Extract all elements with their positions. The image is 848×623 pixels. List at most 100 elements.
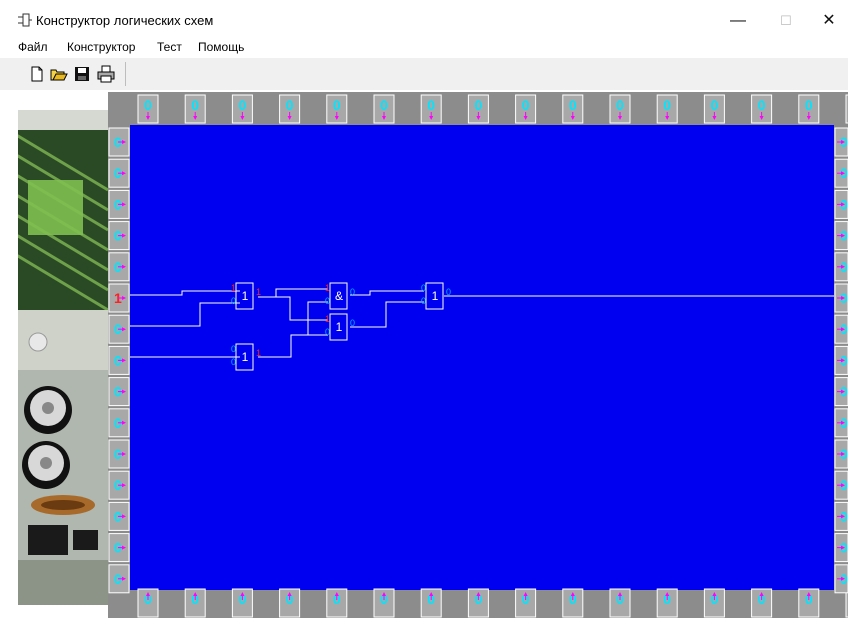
left-input-pin[interactable]: 0	[108, 252, 130, 282]
left-input-pin[interactable]: 0	[108, 221, 130, 251]
right-output-pin[interactable]: 0	[834, 189, 848, 219]
right-output-pin[interactable]: 0	[834, 377, 848, 407]
pin-arrow-icon	[287, 112, 292, 120]
top-pin[interactable]: 0	[373, 94, 395, 124]
right-output-pin[interactable]: 0	[834, 283, 848, 313]
pin-arrow-icon	[837, 514, 845, 519]
gate-input-a-value: 1	[325, 314, 330, 324]
close-button[interactable]: ✕	[822, 12, 836, 29]
pin-arrow-icon	[570, 112, 575, 120]
top-pin[interactable]: 0	[751, 94, 773, 124]
right-output-pin[interactable]: 0	[834, 221, 848, 251]
pin-arrow-icon	[118, 358, 126, 363]
bottom-pin[interactable]: 0	[326, 588, 348, 618]
pin-arrow-icon	[118, 576, 126, 581]
bottom-pin[interactable]: 0	[798, 588, 820, 618]
bottom-pin[interactable]: 0	[184, 588, 206, 618]
right-output-pin[interactable]: 0	[834, 314, 848, 344]
bottom-pin[interactable]: 0	[467, 588, 489, 618]
menu-test[interactable]: Тест	[157, 40, 182, 54]
pin-arrow-icon	[712, 112, 717, 120]
top-pin[interactable]: 0	[279, 94, 301, 124]
pin-arrow-icon	[118, 420, 126, 425]
left-input-pin[interactable]: 0	[108, 189, 130, 219]
left-input-pin[interactable]: 0	[108, 127, 130, 157]
left-input-pin[interactable]: 0	[108, 314, 130, 344]
menu-constructor[interactable]: Конструктор	[67, 40, 136, 54]
minimize-button[interactable]: —	[730, 12, 746, 29]
top-pin[interactable]: 0	[467, 94, 489, 124]
left-input-pin[interactable]: 0	[108, 501, 130, 531]
right-output-pin[interactable]: 0	[834, 345, 848, 375]
right-output-pin[interactable]: 0	[834, 408, 848, 438]
pin-arrow-icon	[806, 592, 811, 600]
left-input-pin[interactable]: 0	[108, 158, 130, 188]
pin-arrow-icon	[476, 592, 481, 600]
left-input-pin[interactable]: 0	[108, 439, 130, 469]
top-pin[interactable]: 0	[562, 94, 584, 124]
and-gate[interactable]: &1 0 0	[325, 282, 355, 310]
top-pin[interactable]: 0	[845, 94, 848, 124]
save-disk-icon[interactable]	[73, 65, 91, 83]
gate-output-value: 0	[350, 287, 355, 297]
pin-value: 0	[239, 97, 247, 113]
gate-label: &	[335, 289, 343, 303]
pin-arrow-icon	[806, 112, 811, 120]
bottom-pin[interactable]: 0	[609, 588, 631, 618]
right-output-pin[interactable]: 0	[834, 127, 848, 157]
maximize-button[interactable]: ☐	[780, 13, 792, 28]
menu-file[interactable]: Файл	[18, 40, 48, 54]
left-input-pin[interactable]: 0	[108, 345, 130, 375]
open-folder-icon[interactable]	[50, 65, 68, 83]
left-input-pin[interactable]: 0	[108, 564, 130, 594]
bottom-pin[interactable]: 0	[231, 588, 253, 618]
bottom-pin[interactable]: 0	[279, 588, 301, 618]
left-input-pin[interactable]: 0	[108, 408, 130, 438]
bottom-pin[interactable]: 0	[562, 588, 584, 618]
right-output-pin[interactable]: 0	[834, 533, 848, 563]
new-document-icon[interactable]	[28, 65, 46, 83]
top-pin[interactable]: 0	[137, 94, 159, 124]
pin-arrow-icon	[665, 592, 670, 600]
pin-arrow-icon	[118, 296, 126, 300]
pin-arrow-icon	[665, 112, 670, 120]
bottom-pin[interactable]: 0	[656, 588, 678, 618]
top-pin[interactable]: 0	[326, 94, 348, 124]
top-pin[interactable]: 0	[798, 94, 820, 124]
right-output-pin[interactable]: 0	[834, 564, 848, 594]
right-output-pin[interactable]: 0	[834, 470, 848, 500]
right-output-pin[interactable]: 0	[834, 158, 848, 188]
left-input-pin[interactable]: 0	[108, 533, 130, 563]
top-pin[interactable]: 0	[656, 94, 678, 124]
right-output-pin[interactable]: 0	[834, 439, 848, 469]
circuit-app-icon	[18, 13, 32, 27]
top-pin[interactable]: 0	[184, 94, 206, 124]
bottom-pin[interactable]: 0	[373, 588, 395, 618]
gate-output-value: 0	[350, 318, 355, 328]
circuit-canvas[interactable]	[130, 125, 834, 590]
bottom-pin[interactable]: 0	[420, 588, 442, 618]
top-pin[interactable]: 0	[515, 94, 537, 124]
print-icon[interactable]	[97, 65, 115, 83]
left-input-pin[interactable]: 1	[108, 283, 130, 313]
gate-label: 1	[242, 289, 249, 303]
top-pin[interactable]: 0	[703, 94, 725, 124]
left-input-pin[interactable]: 0	[108, 470, 130, 500]
right-output-pin[interactable]: 0	[834, 252, 848, 282]
right-output-pin[interactable]: 0	[834, 501, 848, 531]
bottom-pin[interactable]: 0	[703, 588, 725, 618]
bottom-pin[interactable]: 0	[137, 588, 159, 618]
top-pin[interactable]: 0	[231, 94, 253, 124]
menu-help[interactable]: Помощь	[198, 40, 245, 54]
top-pin[interactable]: 0	[420, 94, 442, 124]
pin-value: 0	[522, 97, 530, 113]
bottom-pin[interactable]: 0	[845, 588, 848, 618]
left-input-pin[interactable]: 0	[108, 377, 130, 407]
bottom-pin[interactable]: 0	[751, 588, 773, 618]
or-gate-final[interactable]: 10 0 0	[421, 282, 451, 310]
top-pin[interactable]: 0	[609, 94, 631, 124]
bottom-pin[interactable]: 0	[515, 588, 537, 618]
